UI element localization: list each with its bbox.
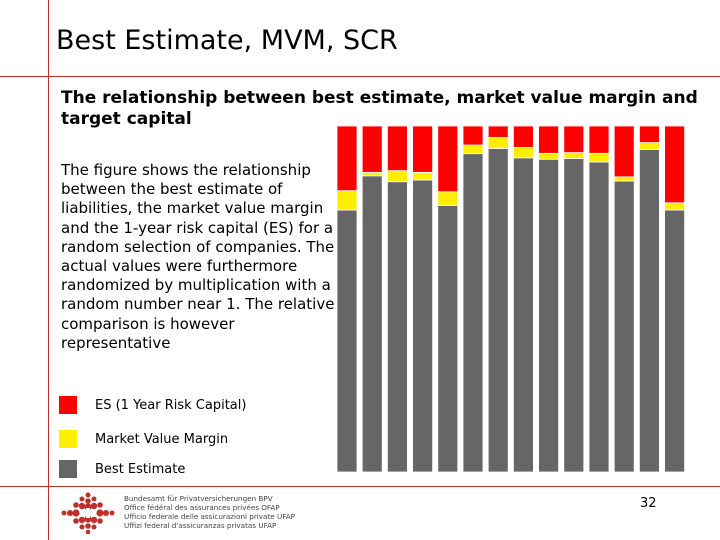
bar-es-7 (487, 126, 509, 138)
bar-best-estimate-10 (563, 158, 585, 472)
org-line: Uffizi federal d'assicuranzas privatas U… (124, 521, 277, 530)
bar-best-estimate-2 (361, 175, 383, 472)
org-line: Office fédéral des assurances privées OF… (124, 503, 280, 512)
bar-mvm-9 (538, 152, 560, 160)
bar-mvm-14 (664, 202, 686, 211)
bar-es-9 (538, 126, 560, 154)
page-number: 32 (640, 496, 657, 511)
title-divider-vertical (48, 0, 49, 540)
bar-best-estimate-7 (487, 148, 509, 472)
bar-es-2 (361, 126, 383, 173)
bar-best-estimate-4 (412, 179, 433, 472)
legend-label-mvm: Market Value Margin (95, 432, 229, 447)
bar-best-estimate-13 (638, 149, 660, 472)
legend-swatch-mvm (59, 430, 77, 448)
bar-best-estimate-9 (538, 158, 560, 472)
bar-mvm-4 (412, 171, 433, 181)
org-line: Ufficio federale delle assicurazioni pri… (124, 512, 295, 521)
bar-es-11 (588, 126, 610, 154)
stacked-bar-chart (336, 126, 686, 472)
footer-divider (0, 486, 720, 487)
bar-es-8 (512, 126, 534, 148)
bar-mvm-3 (387, 170, 408, 183)
slide-subtitle: The relationship between best estimate, … (61, 88, 698, 129)
bar-mvm-6 (462, 144, 484, 155)
bar-best-estimate-12 (613, 180, 635, 472)
bar-mvm-11 (588, 152, 610, 163)
bar-es-3 (387, 126, 408, 172)
bar-mvm-7 (487, 137, 509, 149)
bar-best-estimate-6 (462, 153, 484, 472)
bar-mvm-5 (437, 191, 459, 206)
bar-mvm-2 (361, 171, 383, 177)
bar-best-estimate-3 (387, 181, 408, 472)
bar-es-12 (613, 126, 635, 178)
bar-best-estimate-1 (336, 209, 358, 472)
organization-names: Bundesamt für Privatversicherungen BPV O… (124, 494, 295, 530)
bar-mvm-13 (638, 142, 660, 150)
bar-mvm-8 (512, 147, 534, 159)
bar-best-estimate-5 (437, 205, 459, 472)
bar-mvm-1 (336, 190, 358, 211)
slide-body-text: The figure shows the relationship betwee… (61, 161, 335, 352)
bar-best-estimate-11 (588, 161, 610, 472)
bar-es-1 (336, 126, 358, 192)
bar-es-13 (638, 126, 660, 144)
bar-best-estimate-8 (512, 157, 534, 472)
bar-best-estimate-14 (664, 209, 686, 472)
legend-label-best-estimate: Best Estimate (95, 462, 186, 477)
bar-es-10 (563, 126, 585, 154)
bpv-logo-icon (61, 492, 115, 535)
legend-swatch-best-estimate (59, 460, 77, 478)
legend-swatch-es (59, 396, 77, 414)
org-line: Bundesamt für Privatversicherungen BPV (124, 494, 273, 503)
bar-es-5 (437, 126, 459, 193)
bar-mvm-10 (563, 152, 585, 159)
bar-es-4 (412, 126, 433, 173)
bar-mvm-12 (613, 176, 635, 182)
slide-title: Best Estimate, MVM, SCR (56, 25, 398, 56)
legend-label-es: ES (1 Year Risk Capital) (95, 398, 247, 413)
title-divider-horizontal (0, 76, 720, 77)
bar-es-6 (462, 126, 484, 146)
bar-es-14 (664, 126, 686, 204)
